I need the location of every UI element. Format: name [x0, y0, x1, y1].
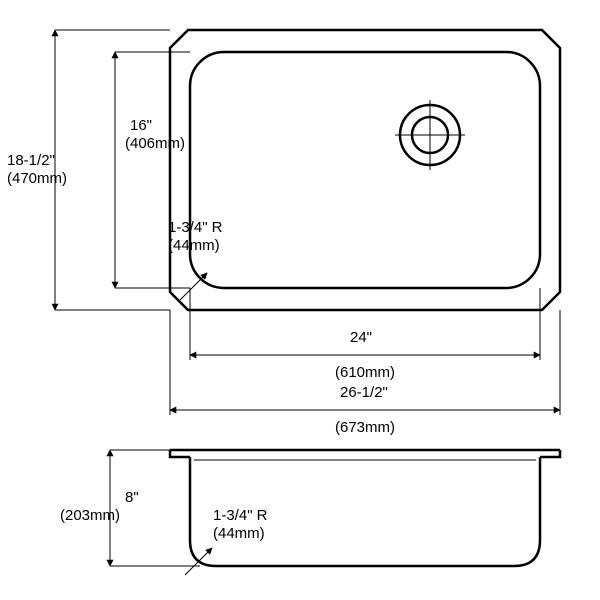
dim-outer-height: 18-1/2" (470mm)	[7, 30, 170, 310]
top-radius-metric: (44mm)	[168, 237, 220, 254]
dim-inner-width: 24" (610mm)	[190, 288, 540, 381]
outer-width-metric: (673mm)	[335, 419, 395, 436]
inner-height-imperial: 16"	[130, 117, 152, 134]
top-radius-imperial: 1-3/4" R	[168, 219, 223, 236]
depth-metric: (203mm)	[60, 507, 120, 524]
side-radius-imperial: 1-3/4" R	[213, 507, 268, 524]
top-outer-outline	[170, 30, 560, 310]
outer-height-imperial: 18-1/2"	[7, 152, 55, 169]
side-radius-metric: (44mm)	[213, 525, 265, 542]
outer-width-imperial: 26-1/2"	[340, 384, 388, 401]
drain	[395, 100, 465, 170]
inner-width-imperial: 24"	[350, 329, 372, 346]
top-inner-bowl	[190, 52, 540, 288]
technical-drawing: 18-1/2" (470mm) 16" (406mm) 1-3/4" R (44…	[0, 0, 600, 600]
depth-imperial: 8"	[125, 489, 139, 506]
dim-depth: 8" (203mm)	[60, 450, 200, 566]
outer-height-metric: (470mm)	[7, 170, 67, 187]
inner-width-metric: (610mm)	[335, 364, 395, 381]
inner-height-metric: (406mm)	[125, 135, 185, 152]
